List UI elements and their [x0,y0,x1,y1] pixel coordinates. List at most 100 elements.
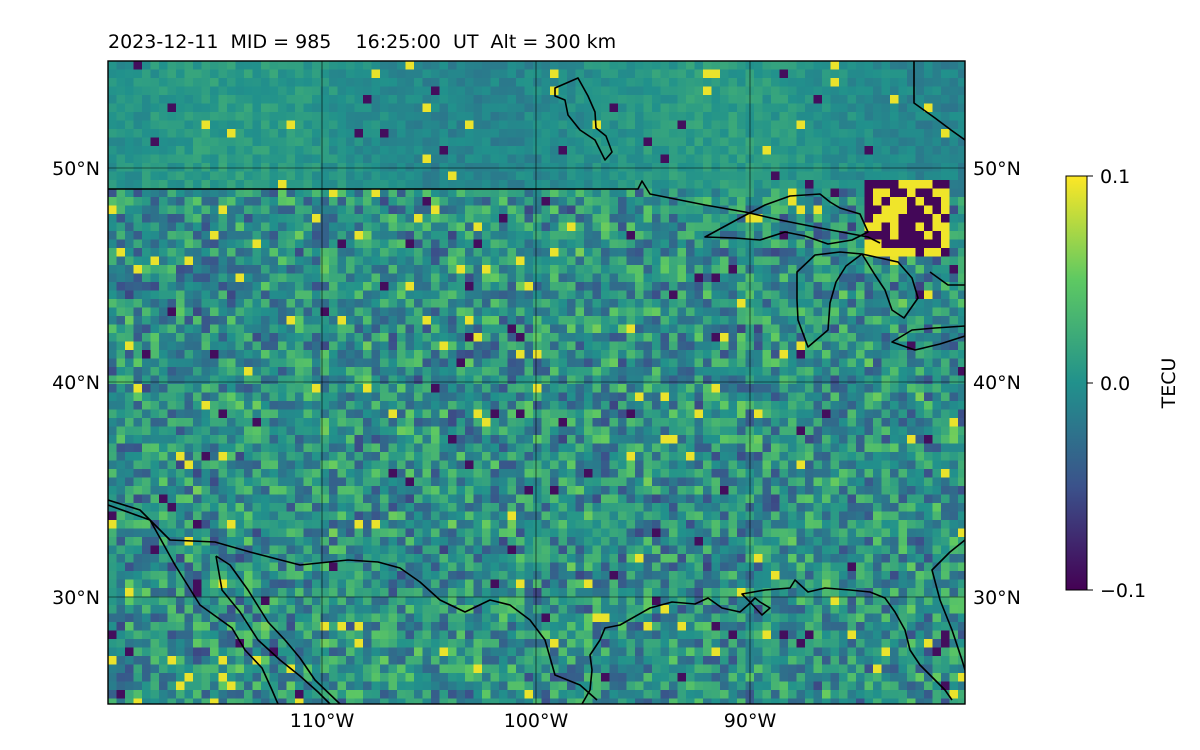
tec-cell [142,435,152,445]
tec-cell [686,171,696,181]
tec-cell [448,316,458,326]
tec-cell [711,265,721,275]
tec-cell [524,256,534,266]
tec-cell [125,273,135,283]
tec-cell [329,384,339,394]
tec-cell [465,324,475,334]
tec-cell [456,273,466,283]
tec-cell [771,120,781,130]
tec-cell [303,333,313,343]
tec-cell [907,103,917,113]
tec-cell [456,69,466,79]
tec-cell [567,163,577,173]
tec-cell [261,78,271,88]
tec-cell [210,248,220,258]
tec-cell [439,401,449,411]
tec-cell [371,86,381,96]
tec-cell [201,78,211,88]
tec-cell [898,180,908,190]
tec-cell [643,86,653,96]
tec-cell [941,452,951,462]
tec-cell [278,367,288,377]
tec-cell [252,239,262,249]
tec-cell [422,409,432,419]
tec-cell [737,222,747,232]
tec-cell [686,350,696,360]
tec-cell [805,197,815,207]
tec-cell [592,265,602,275]
tec-cell [150,197,160,207]
tec-cell [439,69,449,79]
tec-cell [210,375,220,385]
tec-cell [431,95,441,105]
tec-cell [711,452,721,462]
tec-cell [320,324,330,334]
tec-cell [873,350,883,360]
tec-cell [363,231,373,241]
tec-cell [422,401,432,411]
tec-cell [507,358,517,368]
tec-cell [397,341,407,351]
tec-cell [363,205,373,215]
tec-cell [932,103,942,113]
tec-cell [898,95,908,105]
tec-cell [354,435,364,445]
tec-cell [771,426,781,436]
tec-cell [949,384,959,394]
tec-cell [924,358,934,368]
tec-cell [618,443,628,453]
tec-cell [720,86,730,96]
tec-cell [465,350,475,360]
tec-cell [609,384,619,394]
tec-cell [380,137,390,147]
tec-cell [533,469,543,479]
tec-cell [414,273,424,283]
tec-cell [184,163,194,173]
tec-cell [397,426,407,436]
tec-cell [371,290,381,300]
tec-cell [482,163,492,173]
tec-cell [184,197,194,207]
tec-cell [397,384,407,394]
tec-cell [397,239,407,249]
tec-cell [125,350,135,360]
tec-cell [490,61,500,71]
tec-cell [881,460,891,470]
tec-cell [677,350,687,360]
tec-cell [533,426,543,436]
tec-cell [856,333,866,343]
tec-cell [669,358,679,368]
tec-cell [584,307,594,317]
tec-cell [252,265,262,275]
tec-cell [873,146,883,156]
tec-cell [805,358,815,368]
tec-cell [456,248,466,258]
tec-cell [694,316,704,326]
tec-cell [414,426,424,436]
tec-cell [337,129,347,139]
tec-cell [218,350,228,360]
tec-cell [116,418,126,428]
tec-cell [660,324,670,334]
tec-cell [218,214,228,224]
tec-cell [261,452,271,462]
tec-cell [575,69,585,79]
tec-cell [448,95,458,105]
tec-cell [779,307,789,317]
tec-cell [312,188,322,198]
tec-cell [694,299,704,309]
tec-cell [295,299,305,309]
tec-cell [227,265,237,275]
tec-cell [159,222,169,232]
tec-cell [167,299,177,309]
tec-cell [354,120,364,130]
tec-cell [958,112,965,122]
tec-cell [618,256,628,266]
tec-cell [108,78,118,88]
tec-cell [261,341,271,351]
tec-cell [193,282,203,292]
tec-cell [235,375,245,385]
tec-cell [499,146,509,156]
tec-cell [116,146,126,156]
tec-cell [669,197,679,207]
